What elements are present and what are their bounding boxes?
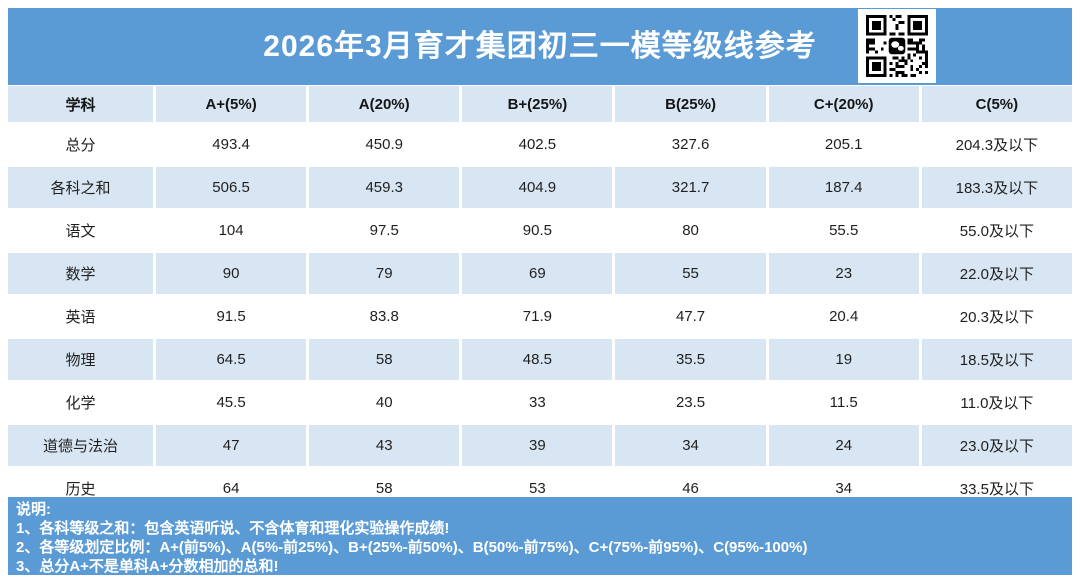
- table-row: 化学 45.5 40 33 23.5 11.5 11.0及以下: [8, 382, 1072, 423]
- score-cell: 23.5: [615, 382, 766, 423]
- score-cell: 404.9: [462, 167, 613, 208]
- score-cell: 459.3: [309, 167, 460, 208]
- score-cell: 40: [309, 382, 460, 423]
- score-cell: 205.1: [768, 124, 919, 165]
- subject-cell: 英语: [8, 296, 153, 337]
- note-line: 1、各科等级之和：包含英语听说、不含体育和理化实验操作成绩!: [16, 520, 450, 537]
- score-cell: 90.5: [462, 210, 613, 251]
- notes-heading: 说明:: [16, 501, 51, 518]
- column-header-grade: C+(20%): [768, 86, 919, 122]
- table-row: 英语 91.5 83.8 71.9 47.7 20.4 20.3及以下: [8, 296, 1072, 337]
- column-header-grade: A(20%): [309, 86, 460, 122]
- score-cell: 43: [309, 425, 460, 466]
- grade-table-container: 学科 A+(5%) A(20%) B+(25%) B(25%) C+(20%) C(5%) …: [5, 84, 1075, 511]
- grade-table-head: 学科 A+(5%) A(20%) B+(25%) B(25%) C+(20%) C(5%): [8, 86, 1072, 122]
- score-cell: 19: [768, 339, 919, 380]
- table-row: 物理 64.5 58 48.5 35.5 19 18.5及以下: [8, 339, 1072, 380]
- score-cell: 327.6: [615, 124, 766, 165]
- score-cell: 22.0及以下: [921, 253, 1072, 294]
- qr-code-svg: [866, 15, 928, 77]
- score-cell: 104: [156, 210, 307, 251]
- subject-cell: 各科之和: [8, 167, 153, 208]
- score-cell: 20.3及以下: [921, 296, 1072, 337]
- score-cell: 90: [156, 253, 307, 294]
- score-cell: 58: [309, 339, 460, 380]
- subject-cell: 语文: [8, 210, 153, 251]
- score-cell: 187.4: [768, 167, 919, 208]
- score-cell: 45.5: [156, 382, 307, 423]
- score-cell: 18.5及以下: [921, 339, 1072, 380]
- grade-table: 学科 A+(5%) A(20%) B+(25%) B(25%) C+(20%) C(5%) …: [5, 84, 1075, 511]
- score-cell: 91.5: [156, 296, 307, 337]
- score-cell: 55.5: [768, 210, 919, 251]
- score-cell: 80: [615, 210, 766, 251]
- subject-cell: 物理: [8, 339, 153, 380]
- column-header-grade: B(25%): [615, 86, 766, 122]
- score-cell: 71.9: [462, 296, 613, 337]
- column-header-grade: B+(25%): [462, 86, 613, 122]
- score-cell: 55.0及以下: [921, 210, 1072, 251]
- score-cell: 11.5: [768, 382, 919, 423]
- score-cell: 33: [462, 382, 613, 423]
- score-cell: 48.5: [462, 339, 613, 380]
- page-title: 2026年3月育才集团初三一模等级线参考: [263, 30, 817, 63]
- score-cell: 47.7: [615, 296, 766, 337]
- column-header-grade: C(5%): [921, 86, 1072, 122]
- table-row: 总分 493.4 450.9 402.5 327.6 205.1 204.3及以下: [8, 124, 1072, 165]
- score-cell: 23.0及以下: [921, 425, 1072, 466]
- note-line: 3、总分A+不是单科A+分数相加的总和!: [16, 558, 279, 575]
- subject-cell: 道德与法治: [8, 425, 153, 466]
- score-cell: 97.5: [309, 210, 460, 251]
- score-cell: 79: [309, 253, 460, 294]
- column-header-subject: 学科: [8, 86, 153, 122]
- subject-cell: 化学: [8, 382, 153, 423]
- score-cell: 23: [768, 253, 919, 294]
- notes-panel: 说明: 1、各科等级之和：包含英语听说、不含体育和理化实验操作成绩! 2、各等级划…: [8, 497, 1072, 575]
- score-cell: 493.4: [156, 124, 307, 165]
- score-cell: 64.5: [156, 339, 307, 380]
- grade-table-body: 总分 493.4 450.9 402.5 327.6 205.1 204.3及以下 各科之和 5…: [8, 124, 1072, 509]
- score-cell: 69: [462, 253, 613, 294]
- score-cell: 450.9: [309, 124, 460, 165]
- score-cell: 204.3及以下: [921, 124, 1072, 165]
- table-row: 语文 104 97.5 90.5 80 55.5 55.0及以下: [8, 210, 1072, 251]
- title-banner: 2026年3月育才集团初三一模等级线参考: [8, 8, 1072, 85]
- subject-cell: 数学: [8, 253, 153, 294]
- score-cell: 11.0及以下: [921, 382, 1072, 423]
- score-cell: 47: [156, 425, 307, 466]
- score-cell: 402.5: [462, 124, 613, 165]
- score-cell: 506.5: [156, 167, 307, 208]
- score-cell: 24: [768, 425, 919, 466]
- score-cell: 83.8: [309, 296, 460, 337]
- table-row: 各科之和 506.5 459.3 404.9 321.7 187.4 183.3及以下: [8, 167, 1072, 208]
- table-row: 道德与法治 47 43 39 34 24 23.0及以下: [8, 425, 1072, 466]
- score-cell: 39: [462, 425, 613, 466]
- score-cell: 20.4: [768, 296, 919, 337]
- note-line: 2、各等级划定比例：A+(前5%)、A(5%-前25%)、B+(25%-前50%…: [16, 539, 808, 556]
- column-header-grade: A+(5%): [156, 86, 307, 122]
- score-cell: 183.3及以下: [921, 167, 1072, 208]
- qr-code: [858, 9, 936, 83]
- table-row: 数学 90 79 69 55 23 22.0及以下: [8, 253, 1072, 294]
- score-cell: 55: [615, 253, 766, 294]
- score-cell: 35.5: [615, 339, 766, 380]
- subject-cell: 总分: [8, 124, 153, 165]
- score-cell: 321.7: [615, 167, 766, 208]
- score-cell: 34: [615, 425, 766, 466]
